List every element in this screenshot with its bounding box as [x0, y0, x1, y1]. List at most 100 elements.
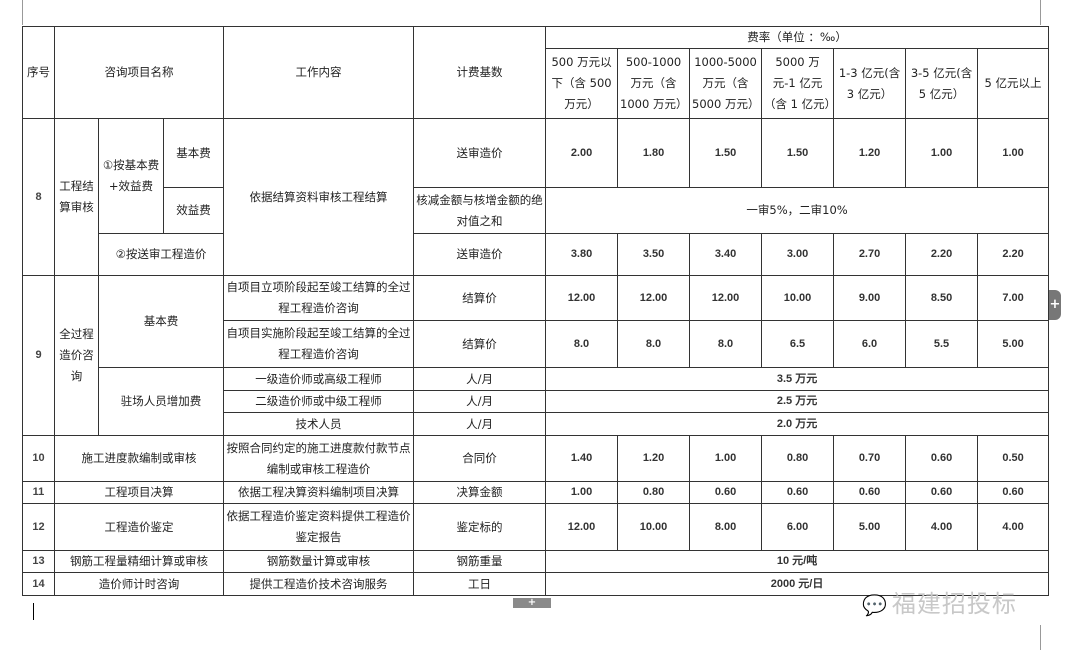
page-corner-mark — [22, 0, 23, 25]
add-column-button[interactable]: + — [1049, 290, 1061, 320]
rate-cell: 1.50 — [761, 118, 835, 188]
rate-cell: 10.00 — [617, 503, 691, 551]
rate-cell: 10.00 — [761, 275, 835, 321]
rate-cell: 2.20 — [905, 233, 979, 276]
work-content: 提供工程造价技术咨询服务 — [223, 572, 415, 596]
staff-fee: 3.5 万元 — [545, 367, 1050, 391]
rate-cell: 8.50 — [905, 275, 979, 321]
fee-merged: 10 元/吨 — [545, 550, 1050, 573]
table-row: 二级造价师或中级工程师 人/月 2.5 万元 — [23, 390, 1050, 413]
rate-cell: 1.50 — [689, 118, 763, 188]
staff-role: 一级造价师或高级工程师 — [223, 367, 415, 391]
rate-cell: 7.00 — [977, 275, 1050, 321]
rate-cell: 2.20 — [977, 233, 1050, 276]
benefit-fee: 效益费 — [162, 187, 225, 234]
staff-role: 技术人员 — [223, 412, 415, 436]
rate-cell: 1.00 — [689, 435, 763, 482]
rate-cell: 6.5 — [761, 320, 835, 368]
table-row: 技术人员 人/月 2.0 万元 — [23, 412, 1050, 436]
staff-fee: 2.0 万元 — [545, 412, 1050, 436]
rate-cell: 5.00 — [833, 503, 907, 551]
fee-base: 送审造价 — [413, 233, 547, 276]
add-row-button[interactable]: + — [513, 598, 551, 608]
staff-unit: 人/月 — [413, 412, 547, 436]
row-seq: 9 — [22, 275, 55, 436]
staff-fee: 2.5 万元 — [545, 390, 1050, 413]
table-row: ②按送审工程造价 送审造价 3.80 3.50 3.40 3.00 2.70 2… — [23, 233, 1050, 276]
rate-cell: 1.00 — [977, 118, 1050, 188]
header-range: 500 万元以下（含 500 万元） — [545, 48, 619, 119]
staff-role: 二级造价师或中级工程师 — [223, 390, 415, 413]
rate-cell: 0.80 — [617, 481, 691, 504]
header-name: 咨询项目名称 — [53, 26, 225, 119]
rate-cell: 5.00 — [977, 320, 1050, 368]
header-range: 5000 万元-1 亿元（含 1 亿元） — [761, 48, 835, 119]
rate-cell: 6.00 — [761, 503, 835, 551]
page-corner-mark — [1040, 0, 1041, 25]
work-content: 按照合同约定的施工进度款付款节点编制或审核工程造价 — [223, 435, 415, 482]
onsite-fee: 驻场人员增加费 — [97, 367, 225, 436]
rate-cell: 0.60 — [977, 481, 1050, 504]
fee-base: 决算金额 — [413, 481, 547, 504]
fee-base: 结算价 — [413, 275, 547, 321]
rate-cell: 6.0 — [833, 320, 907, 368]
watermark-text: 福建招投标 — [891, 590, 1017, 618]
table-row: 10 施工进度款编制或审核 按照合同约定的施工进度款付款节点编制或审核工程造价 … — [22, 435, 1050, 482]
rate-cell: 3.40 — [689, 233, 763, 276]
rate-cell: 3.80 — [545, 233, 619, 276]
rate-cell: 8.0 — [545, 320, 619, 368]
header-seq: 序号 — [22, 26, 55, 119]
row-name: 造价师计时咨询 — [53, 572, 225, 596]
header-range: 3-5 亿元(含 5 亿元） — [905, 48, 979, 119]
row-seq: 12 — [22, 503, 55, 551]
row-name: 施工进度款编制或审核 — [53, 435, 225, 482]
rate-cell: 3.50 — [617, 233, 691, 276]
rate-cell: 4.00 — [977, 503, 1050, 551]
header-row: 序号 咨询项目名称 工作内容 计费基数 费率（单位 ：‰） — [22, 26, 1050, 119]
table-row: 效益费 核减金额与核增金额的绝对值之和 一审5%，二审10% — [23, 187, 1050, 234]
rate-cell: 8.0 — [617, 320, 691, 368]
rate-cell: 12.00 — [545, 503, 619, 551]
rate-cell: 0.60 — [761, 481, 835, 504]
rate-cell: 5.5 — [905, 320, 979, 368]
rate-cell: 0.60 — [833, 481, 907, 504]
rate-cell: 1.20 — [833, 118, 907, 188]
row-name: 全过程造价咨询 — [54, 275, 99, 436]
method-1: ①按基本费+效益费 — [98, 118, 164, 234]
fee-base: 核减金额与核增金额的绝对值之和 — [413, 187, 547, 234]
watermark: 💬 福建招投标 — [862, 584, 1017, 619]
rate-cell: 12.00 — [689, 275, 763, 321]
table-row: 12 工程造价鉴定 依据工程造价鉴定资料提供工程造价鉴定报告 鉴定标的 12.0… — [22, 503, 1050, 551]
table-row: 14 造价师计时咨询 提供工程造价技术咨询服务 工日 2000 元/日 — [22, 572, 1050, 596]
table-row: 9 全过程造价咨询 基本费 自项目立项阶段起至竣工结算的全过程工程造价咨询 结算… — [22, 275, 1050, 436]
row-name: 工程项目决算 — [53, 481, 225, 504]
rate-cell: 0.60 — [905, 481, 979, 504]
header-work: 工作内容 — [223, 26, 415, 119]
method-2: ②按送审工程造价 — [97, 233, 225, 276]
header-range: 1000-5000 万元（含 5000 万元） — [689, 48, 763, 119]
fee-base: 送审造价 — [413, 118, 547, 188]
row-name: 钢筋工程量精细计算或审核 — [53, 550, 225, 573]
rate-cell: 9.00 — [833, 275, 907, 321]
work-content: 依据结算资料审核工程结算 — [223, 118, 415, 276]
rate-cell: 1.80 — [617, 118, 691, 188]
work-content: 钢筋数量计算或审核 — [223, 550, 415, 573]
rate-cell: 0.60 — [689, 481, 763, 504]
header-rate-title: 费率（单位 ：‰） — [545, 26, 1050, 49]
table-row: 驻场人员增加费 一级造价师或高级工程师 人/月 3.5 万元 — [23, 367, 1050, 436]
header-range-row: 500 万元以下（含 500 万元） 500-1000 万元（含 1000 万元… — [23, 48, 1050, 119]
fee-base: 鉴定标的 — [413, 503, 547, 551]
fee-base: 钢筋重量 — [413, 550, 547, 573]
text-cursor — [33, 603, 34, 620]
work-content: 自项目实施阶段起至竣工结算的全过程工程造价咨询 — [223, 320, 415, 368]
table-row: 13 钢筋工程量精细计算或审核 钢筋数量计算或审核 钢筋重量 10 元/吨 — [22, 550, 1050, 573]
table-row: 11 工程项目决算 依据工程决算资料编制项目决算 决算金额 1.00 0.80 … — [22, 481, 1050, 504]
fee-base: 结算价 — [413, 320, 547, 368]
staff-unit: 人/月 — [413, 367, 547, 391]
fee-base: 合同价 — [413, 435, 547, 482]
rate-cell: 3.00 — [761, 233, 835, 276]
rate-cell: 2.70 — [833, 233, 907, 276]
rate-cell: 2.00 — [545, 118, 619, 188]
basic-fee: 基本费 — [97, 275, 225, 368]
rate-cell: 4.00 — [905, 503, 979, 551]
